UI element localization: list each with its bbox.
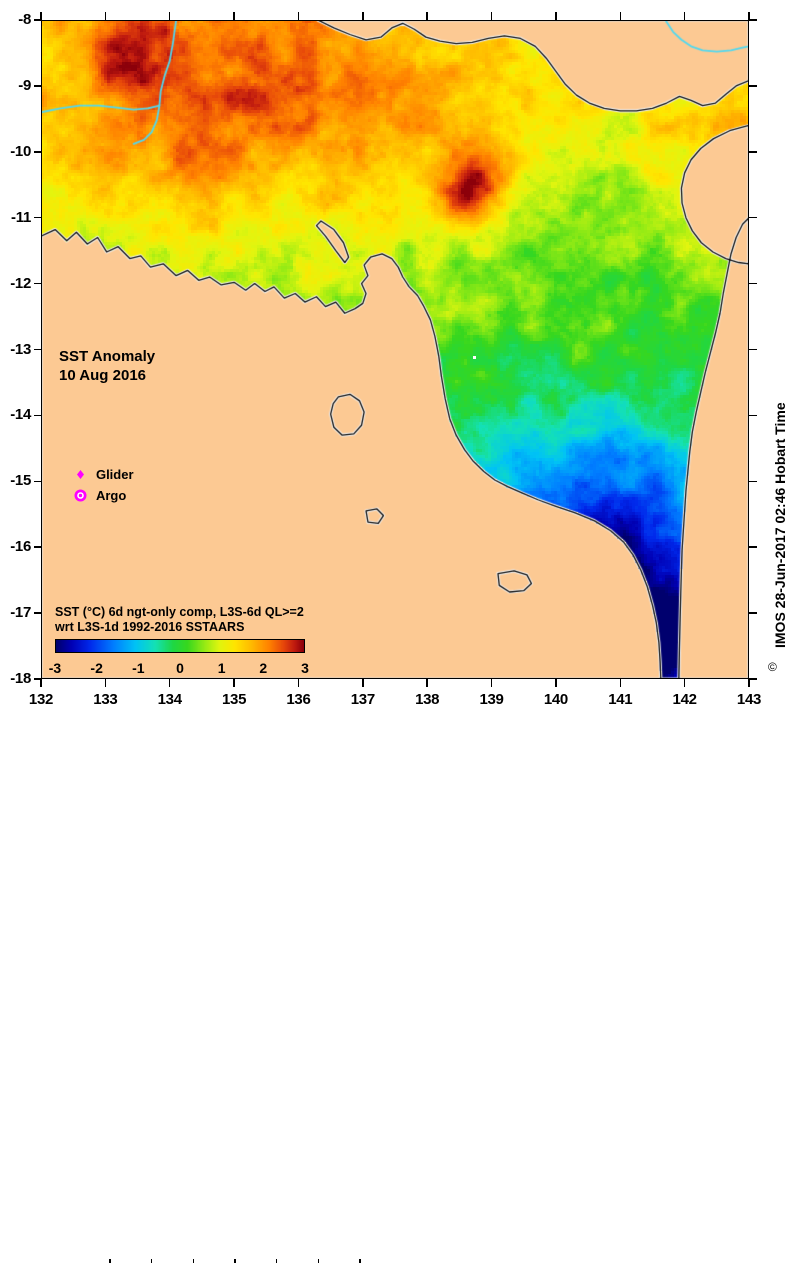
y-tick-label: -8 (18, 11, 31, 28)
x-tick-label: 140 (543, 691, 568, 708)
y-tick-label: -11 (11, 208, 31, 226)
map-plot-area[interactable] (41, 20, 749, 679)
glider-marker-icon (70, 469, 92, 480)
x-tick-label: 137 (350, 691, 375, 708)
x-tick-label: 141 (608, 691, 633, 708)
colorbar-tick-label: -2 (90, 660, 103, 676)
legend-item-argo: Argo (70, 485, 134, 506)
x-tick-label: 143 (736, 691, 762, 708)
y-tick-label: -16 (10, 538, 31, 556)
colorbar-tick (192, 1259, 195, 1263)
colorbar-gradient (56, 640, 304, 652)
y-tick-label: -13 (10, 340, 31, 358)
colorbar-caption: SST (°C) 6d ngt-only comp, L3S-6d QL>=2 … (55, 605, 304, 634)
y-tick-label: -17 (10, 604, 31, 622)
credit-text: IMOS 28-Jun-2017 02:46 Hobart Time (772, 402, 788, 648)
x-tick-label: 138 (415, 691, 440, 708)
colorbar-tick-label: -3 (48, 660, 62, 676)
colorbar-tick-label: -1 (132, 660, 145, 676)
colorbar-tick-label: 2 (259, 660, 268, 676)
colorbar-tick (109, 1259, 111, 1263)
y-tick-label: -14 (10, 406, 31, 424)
colorbar-tick (359, 1259, 361, 1263)
x-tick-label: 139 (479, 691, 504, 708)
legend-label-glider: Glider (95, 467, 134, 483)
marker-legend: Glider Argo (70, 464, 134, 506)
sst-anomaly-map: -8 -9 -10 -11 -12 -13 -14 -15 -16 -17 -18 132 133 13… (10, 11, 788, 1263)
coastline-overlay (41, 20, 749, 679)
y-tick-label: -10 (10, 142, 31, 160)
x-tick-label: 136 (286, 691, 311, 708)
colorbar-tick (234, 1259, 236, 1263)
colorbar (55, 639, 305, 653)
x-tick-label: 135 (222, 691, 247, 708)
y-tick-label: -12 (10, 274, 31, 292)
colorbar-tick (150, 1259, 153, 1263)
colorbar-tick (317, 1259, 320, 1263)
colorbar-tick-label: 3 (301, 660, 309, 676)
y-tick-label: -18 (10, 670, 31, 687)
y-tick-label: -9 (18, 76, 31, 94)
x-tick-label: 132 (28, 691, 54, 708)
argo-marker-icon (70, 488, 92, 503)
colorbar-tick-label: 0 (176, 660, 184, 676)
colorbar-tick (275, 1259, 278, 1263)
colorbar-tick-label: 1 (217, 660, 226, 676)
legend-label-argo: Argo (95, 488, 127, 504)
x-tick-label: 133 (93, 691, 118, 708)
x-tick-label: 134 (157, 691, 182, 708)
map-title: SST Anomaly 10 Aug 2016 (59, 347, 156, 384)
legend-item-glider: Glider (70, 464, 134, 485)
copyright-icon: © (768, 660, 777, 674)
x-tick-label: 142 (672, 691, 697, 708)
colorbar-block: SST (°C) 6d ngt-only comp, L3S-6d QL>=2 … (55, 605, 361, 1263)
y-tick-label: -15 (10, 472, 31, 490)
